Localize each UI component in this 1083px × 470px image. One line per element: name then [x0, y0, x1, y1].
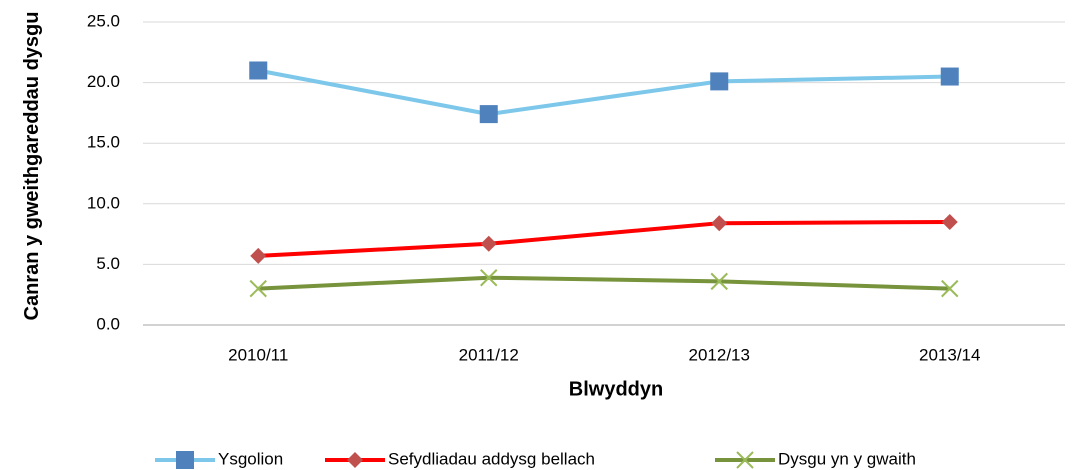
legend-marker [347, 452, 363, 468]
data-point [480, 235, 497, 252]
data-point [249, 279, 267, 298]
series-line [258, 219, 950, 258]
y-tick-label: 5.0 [96, 254, 120, 273]
y-tick-label: 0.0 [96, 314, 120, 333]
legend-marker [176, 451, 194, 469]
data-point [941, 279, 959, 298]
data-point [941, 213, 958, 230]
y-tick-label: 20.0 [87, 72, 120, 91]
data-point [249, 61, 268, 80]
data-point [940, 67, 959, 86]
legend-label: Sefydliadau addysg bellach [388, 449, 595, 468]
data-point [710, 272, 728, 291]
y-tick-label: 25.0 [87, 11, 120, 30]
data-point [710, 72, 729, 91]
series-line [257, 68, 950, 117]
x-tick-label: 2011/12 [459, 345, 519, 364]
y-axis-title: Canran y gweithgareddau dysgu [21, 11, 43, 321]
x-axis-title: Blwyddyn [569, 378, 663, 400]
legend-label: Ysgolion [218, 449, 283, 468]
data-point [479, 105, 498, 124]
series-line [258, 275, 950, 291]
data-point [711, 215, 728, 232]
x-tick-label: 2013/14 [919, 345, 980, 364]
x-tick-label: 2010/11 [228, 345, 288, 364]
y-tick-label: 15.0 [87, 133, 120, 152]
data-point [250, 247, 267, 264]
legend-label: Dysgu yn y gwaith [778, 449, 916, 468]
y-tick-label: 10.0 [87, 193, 120, 212]
legend-marker [736, 451, 754, 469]
data-point [480, 269, 498, 287]
x-tick-label: 2012/13 [689, 345, 750, 364]
